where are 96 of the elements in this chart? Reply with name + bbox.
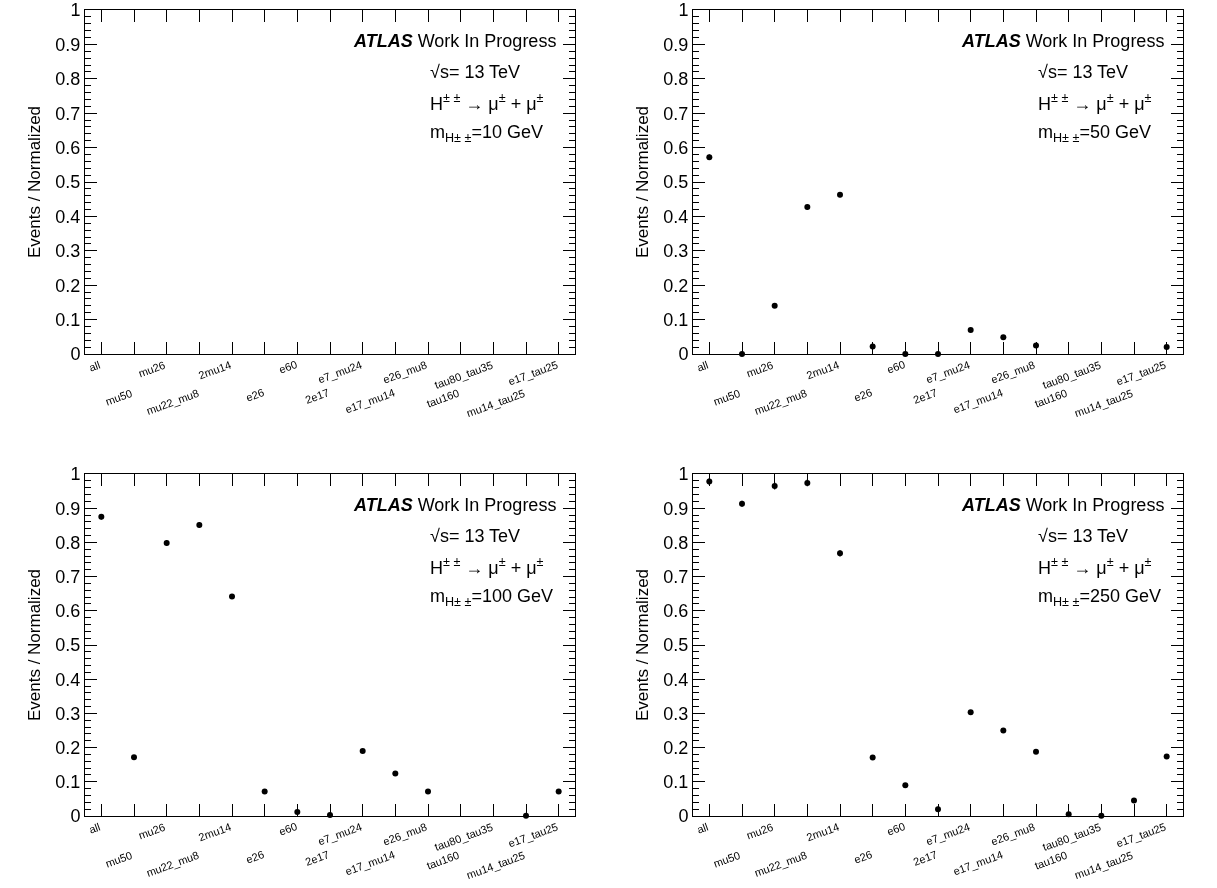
x-tick-label: 2mu14 [196,820,233,844]
y-tick-label: 0 [70,344,81,365]
y-tick-label: 0.3 [55,703,81,724]
x-tick-label: mu50 [103,848,134,870]
x-tick-label: e26 [244,386,266,404]
y-tick-label: 0.8 [55,532,81,553]
y-tick-label: 0.5 [55,635,81,656]
x-tick-label: 2mu14 [196,358,233,382]
y-tick-label: 0.2 [55,275,81,296]
x-tick-label: e60 [885,358,907,376]
y-tick-label: 0.8 [55,69,81,90]
x-tick-label: e26 [852,848,874,866]
annotation: Work In Progress [417,495,557,515]
x-tick-label: 2e17 [303,848,331,868]
y-tick-label: 0.9 [55,34,81,55]
y-tick-label: 0 [70,806,81,827]
x-tick-label: e26 [244,848,266,866]
y-tick-label: 1 [678,464,689,485]
y-tick-label: 0.5 [663,172,689,193]
y-tick-label: 0.5 [55,172,81,193]
annotation: m$_{H± ±}$=100 GeV [430,586,553,609]
y-tick-label: 0.2 [663,275,689,296]
x-tick-label: 2mu14 [804,820,841,844]
y-tick-label: 0.3 [663,703,689,724]
y-tick-label: 0.1 [55,309,81,330]
y-tick-label: 0.1 [55,772,81,793]
x-tick-label: mu50 [103,386,134,408]
x-tick-label: 2e17 [911,848,939,868]
y-tick-label: 0.6 [55,601,81,622]
annotation: H$^{± ±}$ → μ$^{±}$ + μ$^{±}$ [1038,91,1152,114]
y-tick-label: 0.3 [55,241,81,262]
y-tick-label: 0.9 [55,498,81,519]
y-axis-title: Events / Normalized [24,105,44,259]
x-tick-label: e60 [277,820,299,838]
x-tick-label: e60 [277,358,299,376]
x-tick-label: e60 [885,820,907,838]
annotation: H$^{± ±}$ → μ$^{±}$ + μ$^{±}$ [430,555,544,578]
y-tick-label: 1 [70,464,81,485]
annotation: ATLAS [961,495,1021,515]
y-tick-label: 0.7 [55,103,81,124]
y-tick-label: 0.7 [663,566,689,587]
y-tick-label: 1 [70,0,81,21]
x-tick-label: mu50 [711,386,742,408]
x-tick-label: all [695,820,710,836]
x-tick-label: e26 [852,386,874,404]
x-tick-label: mu26 [136,358,167,380]
x-tick-label: all [87,820,102,836]
annotation: ATLAS [353,495,413,515]
y-axis-title: Events / Normalized [632,568,652,722]
y-tick-label: 0 [678,806,689,827]
y-tick-label: 0.8 [663,69,689,90]
y-tick-label: 1 [678,0,689,21]
y-tick-label: 0.3 [663,241,689,262]
y-tick-label: 0.6 [55,137,81,158]
annotation: Work In Progress [1025,31,1165,51]
y-tick-label: 0.4 [55,669,81,690]
y-tick-label: 0.2 [663,737,689,758]
y-tick-label: 0.1 [663,772,689,793]
y-axis-title: Events / Normalized [632,105,652,259]
x-tick-label: 2e17 [911,386,939,406]
annotation: ATLAS [353,31,413,51]
annotation: ATLAS [961,31,1021,51]
y-tick-label: 0.2 [55,737,81,758]
y-tick-label: 0.4 [663,206,689,227]
x-tick-label: 2e17 [303,386,331,406]
annotation: Work In Progress [1025,495,1165,515]
y-tick-label: 0.5 [663,635,689,656]
annotation: √s= 13 TeV [1038,526,1129,546]
x-tick-label: all [695,358,710,374]
x-tick-label: mu26 [136,820,167,842]
y-tick-label: 0.9 [663,498,689,519]
y-tick-label: 0 [678,344,689,365]
y-tick-label: 0.7 [55,566,81,587]
annotation: √s= 13 TeV [430,62,521,82]
y-tick-label: 0.7 [663,103,689,124]
y-tick-label: 0.1 [663,309,689,330]
x-tick-label: mu50 [711,848,742,870]
annotation: H$^{± ±}$ → μ$^{±}$ + μ$^{±}$ [1038,555,1152,578]
annotation: √s= 13 TeV [1038,62,1129,82]
y-tick-label: 0.4 [663,669,689,690]
y-tick-label: 0.6 [663,137,689,158]
x-tick-label: 2mu14 [804,358,841,382]
annotation: m$_{H± ±}$=10 GeV [430,122,543,145]
x-tick-label: mu26 [744,358,775,380]
annotation: m$_{H± ±}$=250 GeV [1038,586,1161,609]
annotation: √s= 13 TeV [430,526,521,546]
annotation: m$_{H± ±}$=50 GeV [1038,122,1151,145]
y-axis-title: Events / Normalized [24,568,44,722]
x-tick-label: all [87,358,102,374]
y-tick-label: 0.8 [663,532,689,553]
y-tick-label: 0.4 [55,206,81,227]
y-tick-label: 0.9 [663,34,689,55]
x-tick-label: mu26 [744,820,775,842]
y-tick-label: 0.6 [663,601,689,622]
annotation: Work In Progress [417,31,557,51]
annotation: H$^{± ±}$ → μ$^{±}$ + μ$^{±}$ [430,91,544,114]
